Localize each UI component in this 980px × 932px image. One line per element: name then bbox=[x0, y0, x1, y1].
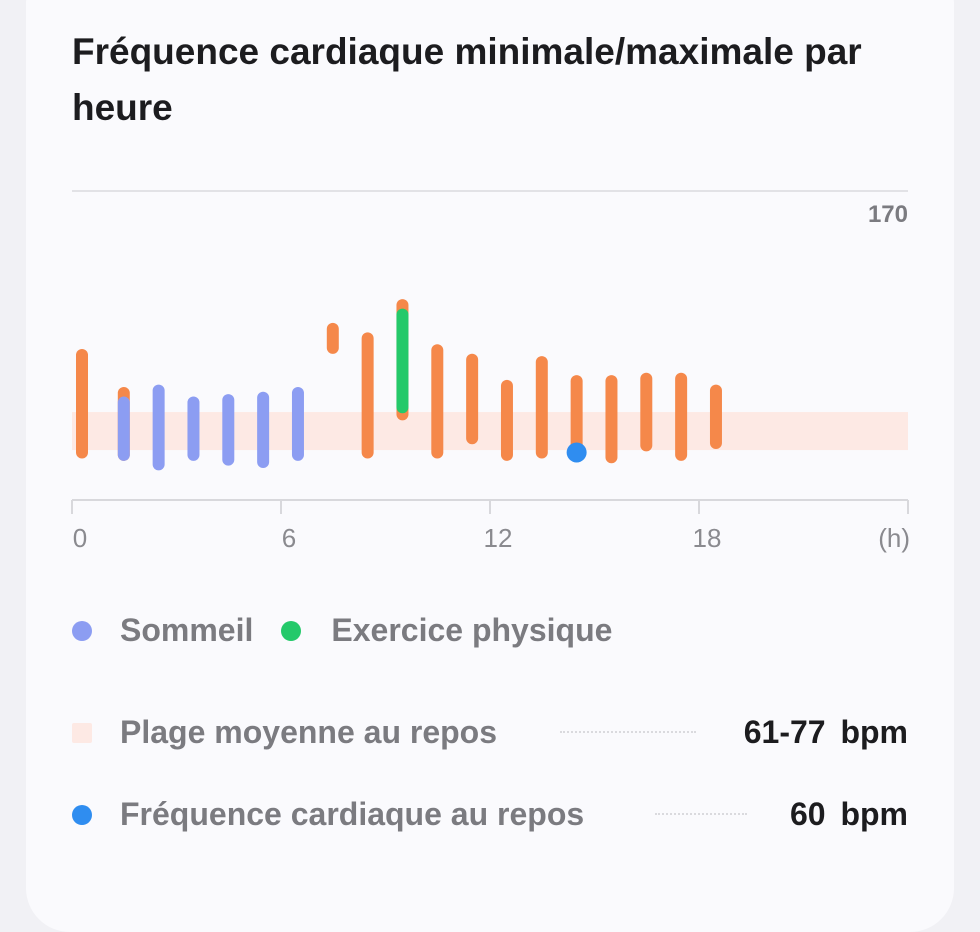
resting-range-value: 61-77 bpm bbox=[744, 714, 908, 751]
x-tick-label: 6 bbox=[282, 523, 296, 553]
resting-range-number: 61-77 bbox=[743, 714, 826, 750]
exercise-legend-dot bbox=[281, 620, 302, 641]
x-unit-label: (h) bbox=[878, 523, 910, 553]
resting-rate-unit: bpm bbox=[840, 796, 908, 832]
card-title: Fréquence cardiaque minimale/maximale pa… bbox=[72, 31, 862, 128]
resting-rate-value: 60 bpm bbox=[790, 796, 908, 833]
resting-range-label: Plage moyenne au repos bbox=[120, 714, 498, 750]
resting-range-band bbox=[72, 412, 908, 451]
sleep-legend-label: Sommeil bbox=[120, 612, 254, 648]
x-tick-label: 0 bbox=[73, 523, 87, 553]
resting-range-leader bbox=[560, 731, 696, 733]
resting-rate-row: Fréquence cardiaque au repos bbox=[72, 796, 584, 833]
resting-range-row: Plage moyenne au repos bbox=[72, 714, 497, 751]
resting-rate-point bbox=[566, 442, 587, 463]
x-tick-label: 18 bbox=[693, 523, 722, 553]
resting-rate-label: Fréquence cardiaque au repos bbox=[120, 796, 585, 832]
heart-rate-card bbox=[26, 0, 954, 932]
x-tick-label: 12 bbox=[484, 523, 513, 553]
resting-rate-leader bbox=[655, 813, 747, 815]
resting-range-swatch bbox=[72, 722, 92, 743]
sleep-legend-dot bbox=[72, 620, 92, 641]
resting-range-unit: bpm bbox=[840, 714, 908, 750]
legend: Sommeil Exercice physique bbox=[72, 612, 612, 649]
y-max-label: 170 bbox=[868, 201, 908, 228]
resting-rate-number: 60 bbox=[789, 796, 826, 832]
resting-rate-dot bbox=[72, 804, 92, 825]
exercise-legend-label: Exercice physique bbox=[331, 612, 613, 648]
heart-rate-chart: 170 0 6 12 18 (h) bbox=[71, 190, 910, 553]
